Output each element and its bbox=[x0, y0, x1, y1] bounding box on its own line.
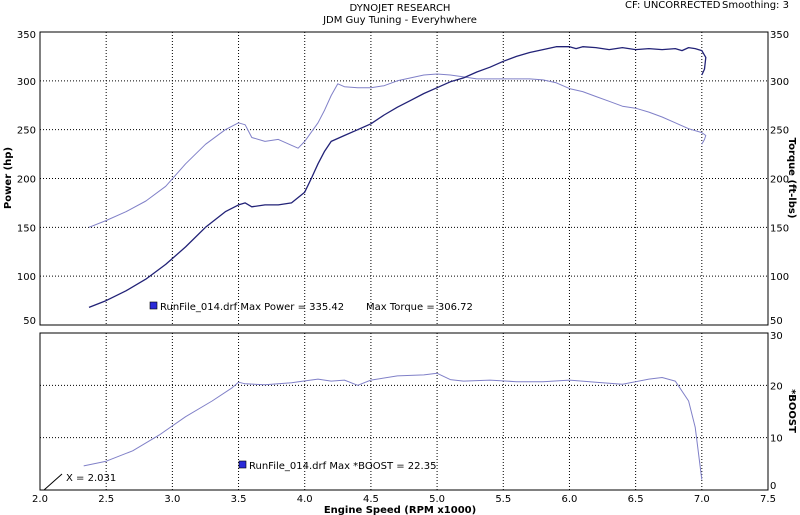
x-tick-label: 6.0 bbox=[562, 494, 578, 505]
power-y-tick-label: 150 bbox=[17, 223, 36, 234]
correction-factor-label: CF: UNCORRECTED bbox=[625, 0, 721, 11]
power-y-tick-label: 100 bbox=[17, 272, 36, 283]
x-tick-label: 3.5 bbox=[231, 494, 247, 505]
torque-axis-title: Torque (ft-lbs) bbox=[786, 138, 797, 219]
x-tick-label: 3.0 bbox=[164, 494, 180, 505]
cursor-pointer-line bbox=[43, 473, 63, 491]
boost-legend-swatch bbox=[238, 460, 247, 469]
power-legend-swatch bbox=[149, 301, 158, 310]
cursor-x-readout: X = 2.031 bbox=[66, 473, 116, 484]
torque-legend-label: Max Torque = 306.72 bbox=[366, 302, 473, 313]
torque-y-tick-label: 50 bbox=[770, 316, 783, 327]
power-y-tick-label: 250 bbox=[17, 126, 36, 137]
boost-y-tick-label: 20 bbox=[770, 381, 783, 392]
power-y-tick-label: 200 bbox=[17, 175, 36, 186]
x-tick-label: 4.5 bbox=[363, 494, 379, 505]
torque-y-tick-label: 250 bbox=[770, 126, 789, 137]
torque-y-tick-label: 150 bbox=[770, 223, 789, 234]
x-axis-title: Engine Speed (RPM x1000) bbox=[324, 505, 476, 515]
torque-y-tick-label: 200 bbox=[770, 175, 789, 186]
torque-y-tick-label: 300 bbox=[770, 77, 789, 88]
chart-subtitle: JDM Guy Tuning - Everyhwhere bbox=[323, 15, 477, 26]
x-tick-label: 7.0 bbox=[694, 494, 710, 505]
power-y-tick-label: 300 bbox=[17, 77, 36, 88]
power-axis-title: Power (hp) bbox=[3, 147, 14, 209]
torque-y-tick-label: 350 bbox=[770, 30, 789, 41]
boost-y-tick-label: 0 bbox=[770, 481, 776, 492]
x-tick-label: 7.5 bbox=[760, 494, 776, 505]
x-tick-label: 5.5 bbox=[495, 494, 511, 505]
boost-series-line bbox=[83, 372, 703, 480]
smoothing-label: Smoothing: 3 bbox=[722, 0, 789, 11]
torque-series-line bbox=[88, 73, 707, 228]
x-tick-label: 2.0 bbox=[32, 494, 48, 505]
x-tick-label: 4.0 bbox=[297, 494, 313, 505]
boost-y-tick-label: 10 bbox=[770, 434, 783, 445]
boost-y-tick-label: 30 bbox=[770, 331, 783, 342]
power-legend-label: RunFile_014.drf Max Power = 335.42 bbox=[160, 302, 344, 313]
x-tick-label: 6.5 bbox=[628, 494, 644, 505]
x-tick-label: 5.0 bbox=[429, 494, 445, 505]
torque-y-tick-label: 100 bbox=[770, 272, 789, 283]
x-tick-label: 2.5 bbox=[98, 494, 114, 505]
lower-plot-frame bbox=[39, 332, 769, 491]
boost-axis-title: *BOOST bbox=[786, 389, 797, 433]
power-y-tick-label: 350 bbox=[17, 30, 36, 41]
power-series-line bbox=[88, 46, 707, 309]
boost-legend-label: RunFile_014.drf Max *BOOST = 22.35 bbox=[249, 461, 436, 472]
power-y-tick-label: 50 bbox=[23, 316, 36, 327]
chart-title: DYNOJET RESEARCH bbox=[349, 3, 451, 14]
